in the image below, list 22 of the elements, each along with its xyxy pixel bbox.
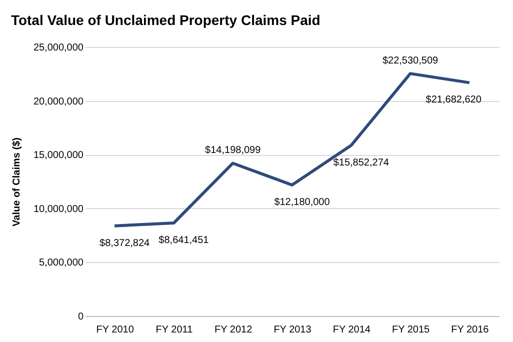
x-tick-label: FY 2014 xyxy=(332,324,371,336)
y-tick-label: 5,000,000 xyxy=(39,258,84,269)
data-label: $8,641,451 xyxy=(158,235,210,246)
y-tick-label: 20,000,000 xyxy=(33,96,84,108)
y-axis-title: Value of Claims ($) xyxy=(11,138,22,226)
data-label: $22,530,509 xyxy=(382,56,439,67)
data-label: $21,682,620 xyxy=(426,94,482,106)
x-tick-label: FY 2013 xyxy=(274,324,312,336)
data-label: $14,198,099 xyxy=(205,145,262,156)
data-label: $12,180,000 xyxy=(274,196,330,208)
chart-title: Total Value of Unclaimed Property Claims Paid xyxy=(10,12,320,28)
x-tick-label: FY 2016 xyxy=(451,324,490,336)
x-tick-label: FY 2012 xyxy=(214,324,253,336)
y-tick-label: 25,000,000 xyxy=(33,42,84,54)
x-tick-label: FY 2015 xyxy=(392,324,430,336)
data-label: $15,852,274 xyxy=(333,157,390,168)
y-tick-label: 15,000,000 xyxy=(33,150,84,162)
x-tick-label: FY 2010 xyxy=(96,324,134,336)
data-label: $8,372,824 xyxy=(100,238,150,249)
y-tick-label: 10,000,000 xyxy=(33,204,84,215)
y-tick-label: 0 xyxy=(78,312,84,322)
x-tick-label: FY 2011 xyxy=(156,324,194,336)
